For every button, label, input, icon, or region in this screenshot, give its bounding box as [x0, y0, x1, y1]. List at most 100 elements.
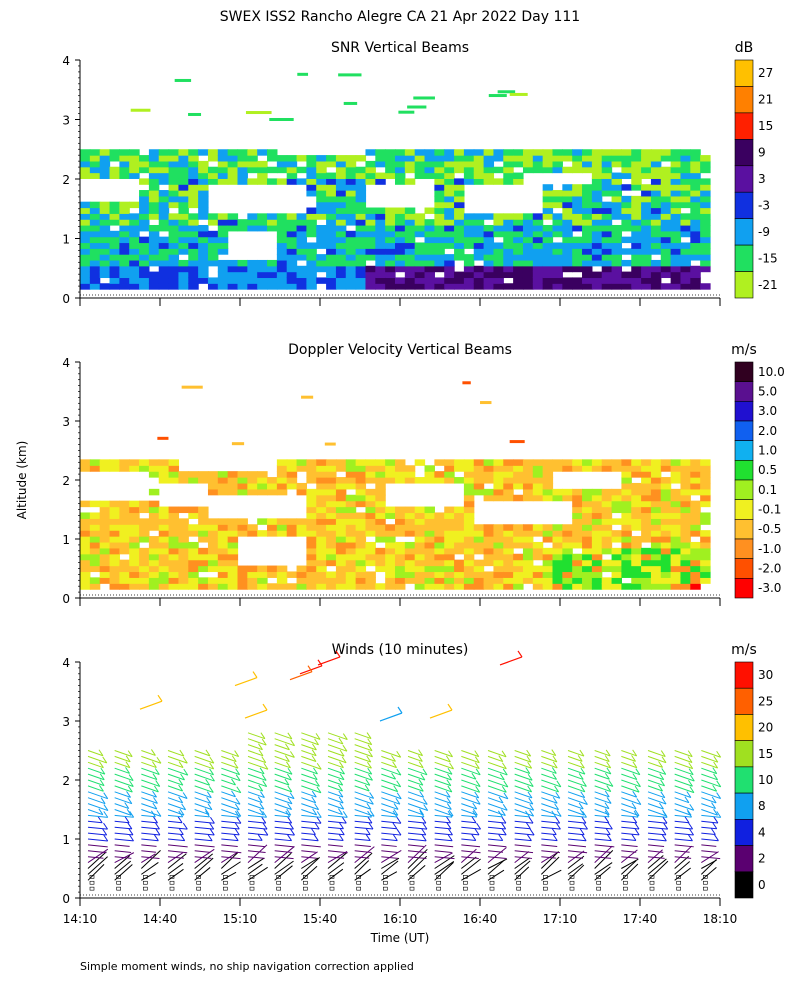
snr-cell — [552, 219, 563, 226]
wind-barb — [407, 850, 427, 854]
snr-cell — [503, 230, 514, 238]
snr-cell — [562, 236, 573, 244]
x-tick-label: 15:40 — [303, 912, 338, 926]
wind-barb — [167, 791, 188, 799]
doppler-cell — [99, 512, 111, 519]
wind-barb — [461, 791, 479, 799]
snr-cell — [532, 265, 544, 273]
doppler-cell — [355, 571, 367, 578]
wind-barb-flag — [259, 767, 265, 775]
wind-barb-flag — [153, 785, 159, 793]
doppler-cell — [670, 465, 682, 472]
y-tick-label: 3 — [62, 415, 70, 429]
snr-cell — [109, 248, 120, 255]
wind-barb — [434, 860, 455, 875]
wind-barb-flag — [526, 755, 532, 763]
snr-cell — [601, 213, 613, 220]
snr-cell — [198, 277, 209, 284]
snr-cell — [129, 201, 140, 209]
doppler-cell — [493, 471, 504, 478]
doppler-cell — [178, 547, 189, 555]
doppler-cell — [89, 459, 101, 466]
doppler-cell — [582, 524, 593, 531]
doppler-cell — [355, 477, 367, 484]
snr-cell — [80, 166, 91, 174]
doppler-cell — [463, 577, 475, 584]
doppler-cell — [227, 482, 239, 490]
snr-cell — [207, 172, 219, 179]
doppler-cell — [650, 465, 662, 472]
snr-cell — [621, 207, 632, 214]
wind-barb — [567, 832, 585, 836]
snr-cell — [188, 166, 199, 174]
snr-cell — [650, 155, 662, 162]
wind-barb-flag — [474, 756, 480, 763]
y-tick-label: 1 — [62, 233, 70, 247]
snr-cell — [326, 155, 337, 162]
wind-barb — [407, 826, 427, 830]
wind-barb — [674, 797, 690, 804]
snr-cell — [89, 236, 101, 244]
wind-barb — [647, 779, 665, 787]
doppler-cell — [119, 565, 130, 573]
wind-barb-flag — [474, 762, 480, 769]
doppler-cell — [621, 471, 632, 478]
colorbar-label: -0.5 — [758, 522, 781, 536]
doppler-cell — [335, 477, 347, 484]
wind-barb — [541, 826, 561, 830]
wind-barb — [594, 767, 612, 775]
wind-barb — [167, 750, 185, 757]
snr-cell — [335, 155, 347, 162]
doppler-cell — [89, 559, 101, 567]
snr-cell — [395, 178, 406, 185]
snr-cell — [434, 283, 445, 290]
wind-barb — [114, 761, 131, 769]
doppler-cell — [89, 536, 101, 543]
y-tick-label: 2 — [62, 173, 70, 187]
doppler-cell — [306, 524, 317, 531]
wind-barb — [567, 864, 585, 881]
snr-cell — [670, 178, 682, 185]
doppler-cell — [650, 541, 662, 549]
snr-cell — [493, 283, 504, 290]
surface-marker — [89, 875, 95, 879]
wind-barb — [301, 797, 316, 804]
wind-barb — [487, 791, 509, 800]
wind-barb-flag — [583, 822, 588, 830]
doppler-cell — [680, 494, 691, 502]
wind-barb — [514, 832, 535, 836]
snr-cell — [355, 195, 367, 203]
doppler-cell — [591, 530, 603, 537]
snr-cell — [227, 283, 239, 290]
wind-barb — [194, 838, 213, 842]
snr-cell — [670, 271, 682, 279]
snr-cell — [562, 224, 573, 232]
snr-cell — [119, 242, 130, 249]
snr-cell — [119, 224, 130, 232]
wind-barb-flag — [287, 773, 292, 781]
doppler-cell — [462, 381, 471, 385]
wind-barb — [621, 750, 637, 757]
doppler-cell — [463, 553, 475, 561]
snr-cell — [483, 283, 495, 290]
doppler-cell — [335, 547, 347, 555]
snr-cell — [591, 149, 603, 156]
doppler-cell — [513, 530, 524, 537]
snr-cell — [306, 166, 317, 174]
doppler-cell — [188, 541, 199, 549]
snr-cell — [355, 172, 367, 179]
snr-cell — [483, 248, 495, 255]
wind-barb — [167, 820, 183, 824]
doppler-cell — [434, 565, 445, 573]
snr-cell — [670, 259, 682, 267]
doppler-cell — [109, 571, 120, 578]
snr-cell — [178, 271, 189, 279]
wind-barb — [194, 785, 214, 793]
wind-barb — [114, 844, 130, 847]
wind-barb — [487, 755, 503, 763]
doppler-cell — [178, 477, 189, 484]
wind-barb — [247, 744, 263, 751]
snr-cell — [316, 265, 327, 273]
wind-barb-flag — [447, 773, 452, 781]
doppler-cell — [217, 547, 229, 555]
